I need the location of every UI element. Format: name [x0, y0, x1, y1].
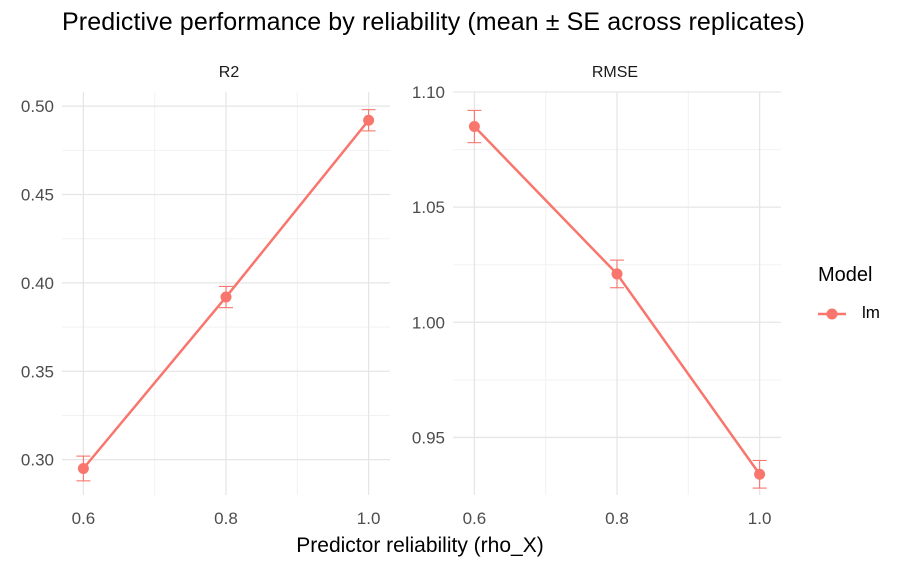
r2-x-tick-label: 0.8 [214, 509, 238, 528]
facet-strip-r2: R2 [218, 64, 240, 81]
r2-data-point [220, 291, 232, 303]
r2-y-tick-label: 0.45 [21, 186, 54, 205]
r2-y-tick-label: 0.40 [21, 274, 54, 293]
r2-data-point [363, 114, 375, 126]
rmse-x-tick-label: 0.6 [463, 509, 487, 528]
rmse-y-tick-label: 1.00 [412, 313, 445, 332]
r2-y-tick-label: 0.35 [21, 362, 54, 381]
r2-x-tick-label: 1.0 [357, 509, 381, 528]
rmse-y-tick-label: 1.10 [412, 83, 445, 102]
legend-label-lm: lm [862, 303, 880, 322]
facet-strip-rmse: RMSE [591, 64, 639, 81]
rmse-y-tick-label: 1.05 [412, 198, 445, 217]
r2-y-tick-label: 0.50 [21, 97, 54, 116]
rmse-data-point [468, 121, 480, 133]
legend-title: Model [818, 264, 873, 286]
rmse-x-tick-label: 0.8 [605, 509, 629, 528]
x-axis-label: Predictor reliability (rho_X) [296, 534, 544, 557]
rmse-x-tick-label: 1.0 [748, 509, 772, 528]
rmse-data-point [754, 468, 766, 480]
rmse-data-point [611, 268, 623, 280]
chart-title: Predictive performance by reliability (m… [62, 8, 805, 36]
r2-y-tick-label: 0.30 [21, 451, 54, 470]
rmse-y-tick-label: 0.95 [412, 428, 445, 447]
legend-key-lm [818, 308, 846, 320]
r2-x-tick-label: 0.6 [72, 509, 96, 528]
r2-data-point [77, 462, 89, 474]
